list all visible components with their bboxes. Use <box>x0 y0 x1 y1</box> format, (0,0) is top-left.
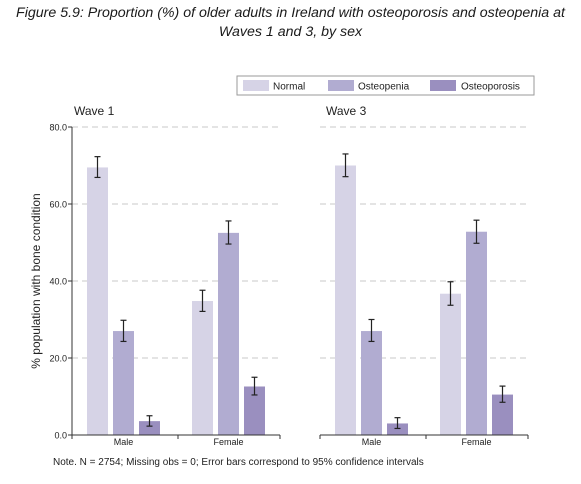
panel-title: Wave 1 <box>74 104 115 118</box>
bar <box>87 167 108 436</box>
bar <box>244 386 265 435</box>
bar <box>218 232 239 435</box>
y-axis-label: % population with bone condition <box>29 193 43 368</box>
bar <box>113 331 134 435</box>
figure-title: Figure 5.9: Proportion (%) of older adul… <box>0 4 581 42</box>
bar <box>361 331 382 435</box>
y-tick-label: 60.0 <box>49 200 67 210</box>
figure-title-line-1: Figure 5.9: Proportion (%) of older adul… <box>16 5 565 21</box>
legend-box <box>236 75 535 96</box>
panel-title: Wave 3 <box>326 104 367 118</box>
legend-label: Osteoporosis <box>461 82 520 93</box>
bar <box>492 394 513 435</box>
legend-swatch <box>328 80 354 91</box>
chart-note: Note. N = 2754; Missing obs = 0; Error b… <box>53 457 424 468</box>
legend-label: Osteopenia <box>358 82 410 93</box>
legend-label: Normal <box>273 82 305 93</box>
bar <box>335 165 356 435</box>
bar <box>139 421 160 435</box>
y-tick-label: 20.0 <box>49 354 67 364</box>
bar <box>387 423 408 435</box>
figure-title-line-2: Waves 1 and 3, by sex <box>218 24 363 40</box>
y-tick-label: 80.0 <box>49 123 67 133</box>
legend-swatch <box>430 80 456 91</box>
bar <box>440 293 461 435</box>
x-tick-label: Female <box>461 437 491 447</box>
bar <box>192 301 213 435</box>
y-tick-label: 40.0 <box>49 277 67 287</box>
legend-swatch <box>243 80 269 91</box>
x-tick-label: Male <box>362 437 382 447</box>
x-tick-label: Male <box>114 437 134 447</box>
y-tick-label: 0.0 <box>54 431 67 441</box>
bar <box>466 231 487 435</box>
x-tick-label: Female <box>213 437 243 447</box>
